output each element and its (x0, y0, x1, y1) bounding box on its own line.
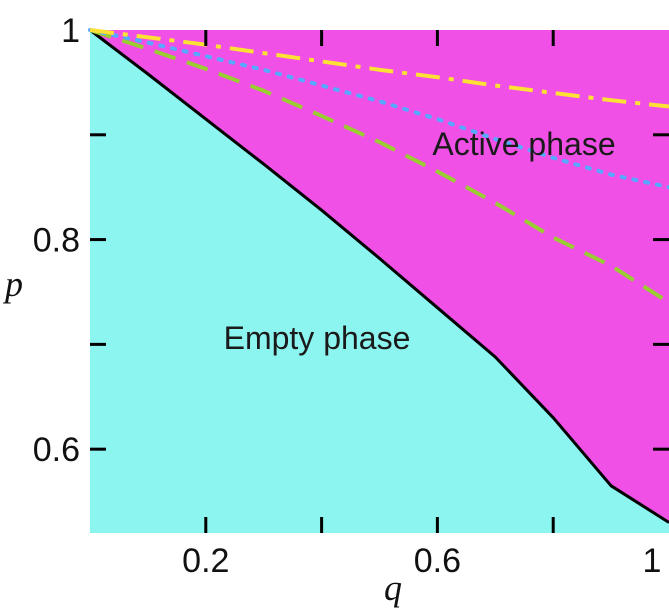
y-tick-label: 0.6 (33, 431, 80, 469)
chart-labels: q p Active phase Empty phase (2, 126, 616, 608)
series-line-dashed (89, 28, 669, 305)
series-line-solid (89, 28, 669, 524)
x-tick-label: 1 (643, 542, 662, 580)
series-line-dotted (88, 28, 669, 190)
active-phase-label: Active phase (432, 126, 615, 162)
y-tick-label: 0.8 (33, 222, 80, 260)
empty-phase-label: Empty phase (224, 320, 411, 356)
series-line-dashdot (89, 28, 669, 109)
y-axis-label: p (2, 264, 23, 304)
axis-ticks: 0.2 0.6 1 0.6 0.8 1 (33, 12, 669, 580)
empty-phase-region (90, 30, 669, 533)
x-tick-label: 0.6 (414, 542, 461, 580)
plot-area (88, 28, 669, 533)
x-tick-label: 0.2 (182, 542, 229, 580)
y-tick-label: 1 (61, 12, 80, 50)
x-axis-label: q (384, 568, 402, 608)
active-phase-region (90, 30, 669, 523)
